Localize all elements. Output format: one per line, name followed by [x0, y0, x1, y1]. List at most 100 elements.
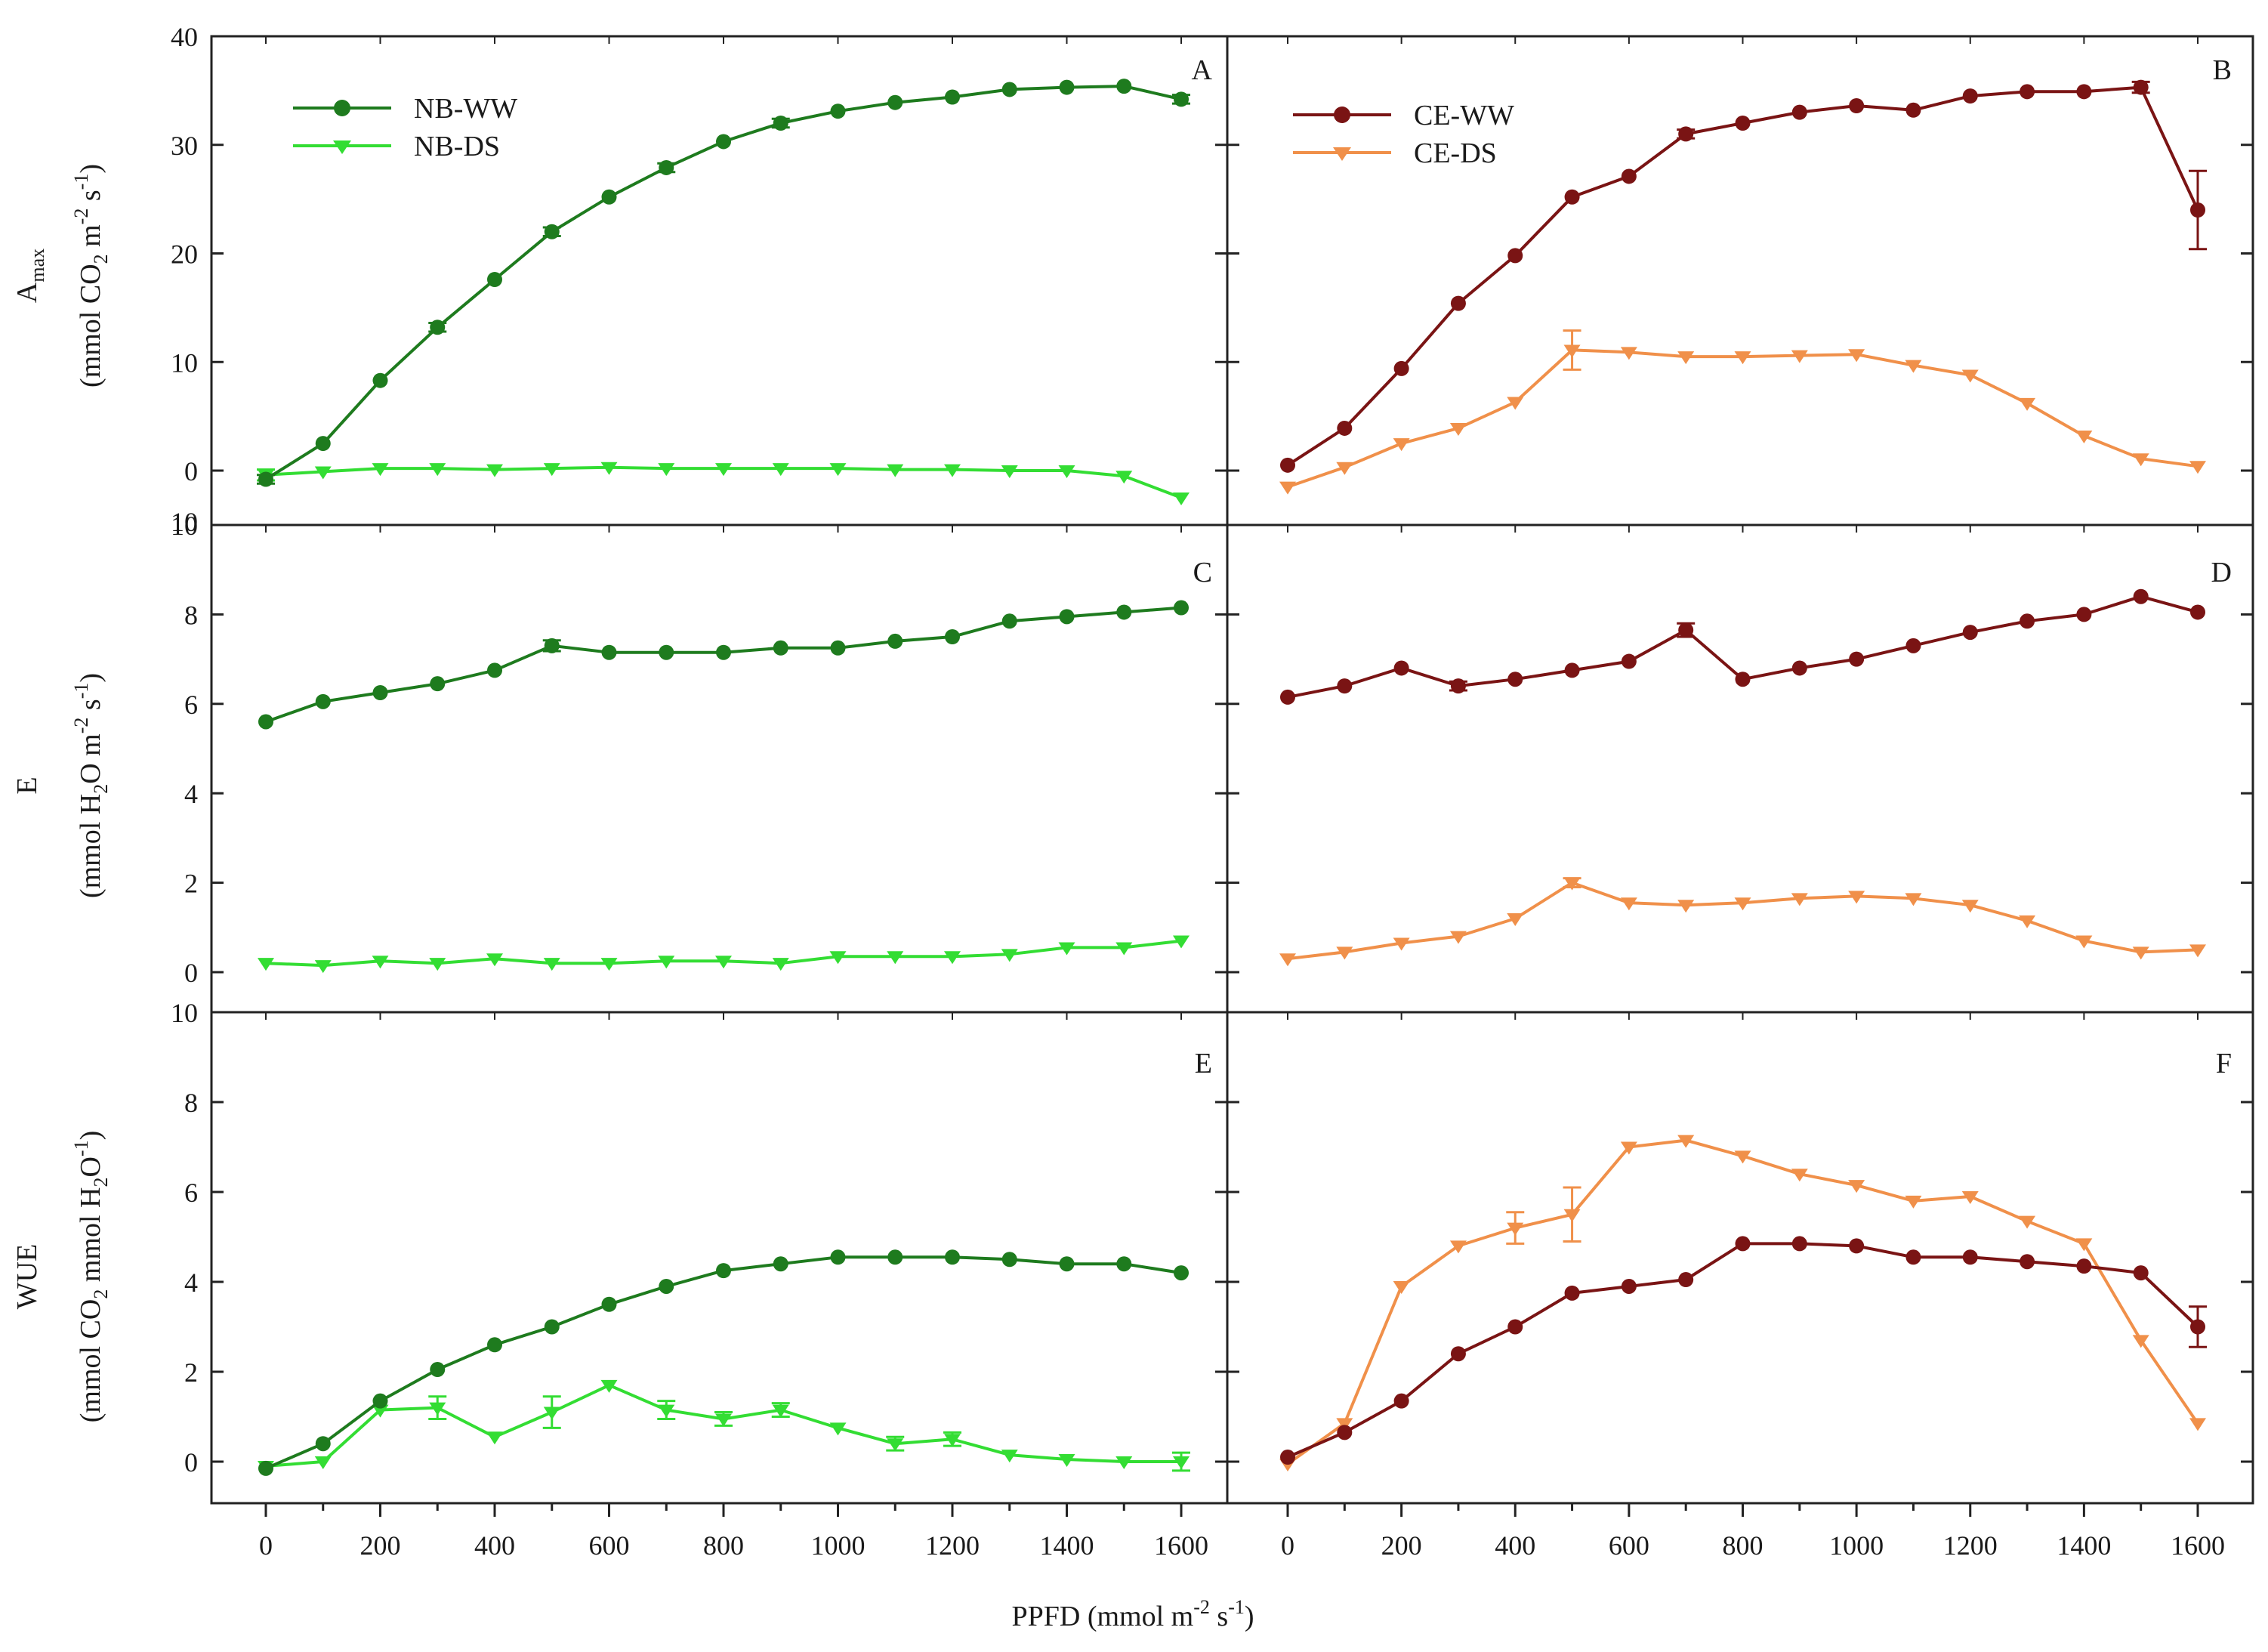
data-point: [830, 103, 846, 119]
ytick-label: 4: [184, 779, 198, 809]
xtick-label: 400: [474, 1530, 515, 1561]
data-point: [1001, 613, 1017, 629]
xtick-label: 800: [1723, 1530, 1763, 1561]
data-point: [829, 951, 847, 965]
data-point: [1678, 622, 1694, 638]
data-point: [1280, 689, 1295, 705]
data-point: [1905, 1195, 1922, 1209]
data-point: [2076, 1258, 2092, 1274]
panel-letter-f: F: [2216, 1048, 2232, 1079]
ylabel-row2-unit: (mmol CO2 mmol H2O-1): [70, 1131, 112, 1423]
data-point: [314, 1456, 332, 1469]
data-point: [487, 272, 502, 287]
legend-marker-ce-ds: [1333, 147, 1351, 161]
ylabel-row2-symbol: WUE: [11, 1244, 43, 1310]
data-point: [1450, 1346, 1466, 1362]
data-point: [1059, 609, 1075, 625]
xtick-label: 0: [1281, 1530, 1294, 1561]
data-point: [1905, 102, 1921, 118]
data-point: [1734, 897, 1751, 911]
data-point: [601, 189, 617, 205]
data-point: [944, 1434, 961, 1447]
data-point: [2190, 604, 2205, 620]
data-point: [1620, 897, 1637, 911]
ylabel-row2-unit-c: O: [75, 1156, 106, 1177]
xtick-label: 1400: [1040, 1530, 1094, 1561]
data-point: [1563, 877, 1581, 891]
data-point: [314, 466, 332, 480]
data-point: [1564, 189, 1580, 205]
data-point: [2133, 1265, 2149, 1281]
data-point: [2075, 1238, 2093, 1252]
data-point: [429, 958, 446, 971]
data-point: [773, 116, 788, 131]
data-point: [600, 462, 618, 475]
ylabel-row1-symbol-text: E: [11, 777, 43, 794]
data-point: [1279, 481, 1296, 495]
data-point: [1058, 942, 1075, 956]
ylabel-row1-unit-b-sup: -2: [70, 718, 92, 734]
data-point: [1115, 471, 1133, 484]
data-point: [1621, 168, 1637, 184]
panel-letter-a: A: [1192, 54, 1213, 86]
data-point: [945, 89, 960, 105]
ylabel-row2-unit-d: ): [75, 1131, 106, 1141]
ytick-label: 10: [171, 511, 198, 541]
ylabel-row2-unit-c-sup: -1: [70, 1140, 92, 1156]
data-point: [600, 958, 618, 971]
panel-e: 0 2 4 6 8 10 0 200 400 600 800 1000 1200 1400 1600 E: [171, 998, 1227, 1561]
data-point: [1173, 1456, 1190, 1469]
x-axis-title-end: ): [1245, 1601, 1254, 1632]
data-point: [372, 1404, 389, 1418]
data-point: [2190, 1319, 2205, 1335]
data-point: [1677, 351, 1695, 365]
data-point: [1174, 1265, 1189, 1281]
data-point: [1791, 893, 1808, 906]
data-point: [430, 676, 446, 692]
data-point: [1393, 360, 1409, 376]
data-point: [1961, 369, 1979, 383]
data-point: [772, 958, 789, 971]
x-axis-title: PPFD (mmol m-2 s-1): [1011, 1596, 1254, 1632]
data-point: [1905, 893, 1922, 906]
data-point: [1507, 912, 1524, 926]
data-point: [544, 638, 560, 653]
ylabel-row1-symbol: E: [11, 777, 43, 794]
data-point: [830, 1249, 846, 1265]
xtick-label: 1400: [2057, 1530, 2111, 1561]
data-point: [716, 134, 731, 150]
data-point: [1115, 942, 1133, 956]
ylabel-row0-unit-b-sup: -2: [70, 208, 92, 225]
data-point: [429, 1402, 446, 1416]
x-axis-title-mid: s: [1210, 1601, 1228, 1632]
data-point: [1848, 1180, 1865, 1193]
svg-text:(mmol CO2 m-2 s-1): (mmol CO2 m-2 s-1): [70, 164, 112, 388]
data-point: [1563, 344, 1581, 358]
panel-letter-b: B: [2213, 54, 2232, 86]
xtick-label: 200: [1381, 1530, 1422, 1561]
data-point: [1507, 397, 1524, 410]
data-point: [1621, 653, 1637, 669]
data-point: [830, 640, 846, 656]
ylabel-row2-unit-b-sub: 2: [90, 1178, 112, 1187]
data-point: [945, 629, 960, 644]
ylabel-row0-unit-c: s: [75, 190, 106, 208]
data-point: [1507, 248, 1523, 264]
data-point: [2189, 944, 2206, 958]
data-point: [429, 463, 446, 477]
data-point: [772, 463, 789, 477]
data-point: [659, 644, 674, 660]
data-point: [716, 1263, 731, 1279]
ylabel-row0-unit-a-sub: 2: [90, 254, 112, 264]
data-point: [773, 1256, 788, 1272]
data-point: [601, 1296, 617, 1312]
data-point: [1905, 1249, 1921, 1265]
legend-label-ce-ww: CE-WW: [1414, 100, 1514, 131]
data-point: [887, 1438, 904, 1452]
ytick-label: 8: [184, 1088, 198, 1118]
legend-marker-nb-ds: [333, 140, 351, 154]
x-axis-title-main: PPFD (mmol m: [1011, 1601, 1193, 1632]
data-point: [1849, 98, 1865, 113]
